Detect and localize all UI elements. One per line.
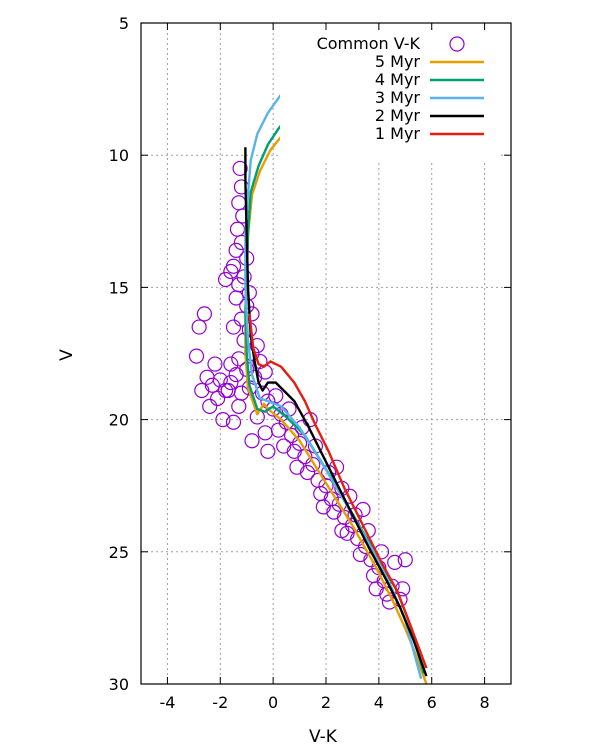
legend-label: 5 Myr (375, 52, 421, 71)
scatter-point (225, 414, 242, 430)
scatter-point (326, 504, 342, 520)
legend-label: Common V-K (317, 34, 421, 53)
scatter-point (276, 438, 292, 454)
axes-layer: -4 -2 0 2 4 6 8 5 10 15 20 25 30 (109, 14, 512, 712)
scatter-point (233, 385, 250, 401)
scatter-point (217, 271, 234, 288)
x-tick-label: 0 (268, 693, 278, 712)
scatter-point (207, 356, 223, 372)
scatter-point (191, 319, 207, 335)
scatter-point (387, 554, 403, 570)
scatter-point (236, 269, 252, 285)
scatter-point (229, 221, 246, 237)
scatter-point (231, 195, 247, 211)
scatter-point (244, 433, 260, 449)
y-tick-label: 20 (109, 411, 129, 430)
y-tick-label: 25 (109, 543, 129, 562)
scatter-point (252, 353, 268, 370)
scatter-point (228, 290, 244, 306)
scatter-point (199, 369, 215, 385)
scatter-point (228, 242, 244, 258)
scatter-point (299, 464, 316, 481)
scatter-point (204, 377, 220, 393)
y-tick-label: 30 (109, 675, 129, 694)
legend-label: 2 Myr (375, 106, 421, 125)
scatter-point (286, 443, 302, 459)
scatter-point (210, 390, 226, 407)
scatter-point (223, 374, 239, 391)
series-line-1-myr (248, 313, 428, 669)
x-tick-label: -4 (159, 693, 175, 712)
y-tick-label: 10 (109, 146, 129, 165)
scatter-point (223, 356, 239, 372)
x-tick-label: 6 (427, 693, 437, 712)
scatter-point (268, 388, 284, 404)
scatter-point (188, 348, 205, 364)
scatter-point (202, 398, 218, 414)
legend-marker (449, 36, 465, 52)
scatter-point (233, 311, 250, 327)
scatter-point (231, 398, 247, 414)
scatter-point (270, 422, 287, 438)
x-tick-label: 2 (321, 693, 331, 712)
x-tick-label: 8 (479, 693, 489, 712)
y-tick-label: 5 (119, 14, 129, 33)
scatter-point (232, 160, 248, 177)
series-line-2-myr (244, 147, 428, 677)
scatter-point (284, 427, 300, 444)
scatter-point (196, 306, 213, 322)
scatter-point (260, 443, 276, 459)
scatter-point (194, 382, 210, 399)
scatter-point (215, 412, 231, 428)
scatter-point (334, 523, 350, 539)
scatter-point (225, 319, 242, 335)
x-tick-label: 4 (374, 693, 384, 712)
scatter-point (228, 367, 244, 383)
scatter-point (257, 425, 273, 441)
y-axis-label: V (57, 349, 77, 361)
x-axis-label: V-K (309, 727, 338, 747)
scatter-point (223, 263, 239, 280)
lines-layer (244, 85, 428, 685)
x-tick-label: -2 (212, 693, 228, 712)
scatter-point (291, 435, 308, 451)
scatter-point (315, 499, 331, 515)
scatter-layer (188, 160, 413, 610)
legend-label: 3 Myr (375, 88, 421, 107)
legend-label: 1 Myr (375, 124, 421, 143)
series-line-3-myr (244, 85, 423, 680)
legend-label: 4 Myr (375, 70, 421, 89)
scatter-point (352, 546, 368, 563)
scatter-point (305, 456, 321, 473)
scatter-point (368, 581, 384, 597)
scatter-point (220, 382, 236, 399)
y-tick-label: 15 (109, 278, 129, 297)
scatter-point (249, 337, 265, 354)
scatter-point (289, 459, 305, 475)
scatter-point (397, 552, 413, 568)
